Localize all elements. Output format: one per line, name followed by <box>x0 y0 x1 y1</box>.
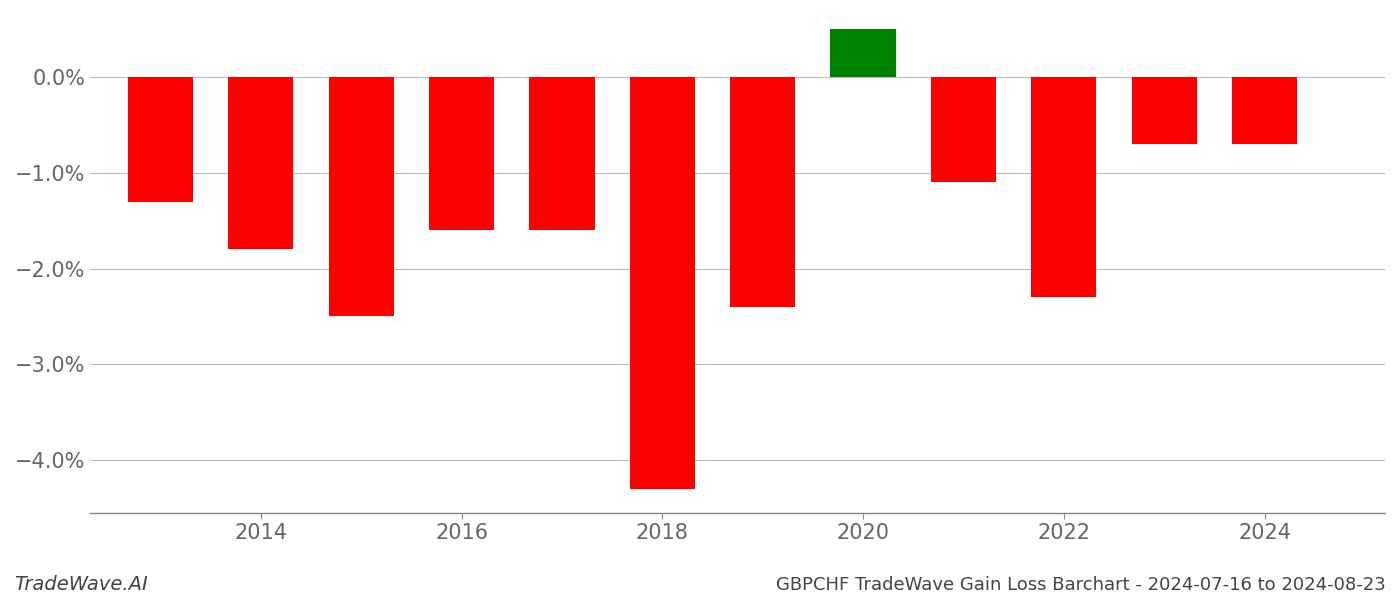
Bar <box>428 77 494 230</box>
Bar <box>630 77 694 488</box>
Bar <box>228 77 294 250</box>
Bar <box>1232 77 1298 144</box>
Bar <box>1032 77 1096 297</box>
Bar <box>1131 77 1197 144</box>
Bar <box>329 77 393 316</box>
Bar <box>931 77 995 182</box>
Bar <box>830 29 896 77</box>
Bar <box>729 77 795 307</box>
Bar <box>127 77 193 202</box>
Text: TradeWave.AI: TradeWave.AI <box>14 575 148 594</box>
Bar <box>529 77 595 230</box>
Text: GBPCHF TradeWave Gain Loss Barchart - 2024-07-16 to 2024-08-23: GBPCHF TradeWave Gain Loss Barchart - 20… <box>776 576 1386 594</box>
